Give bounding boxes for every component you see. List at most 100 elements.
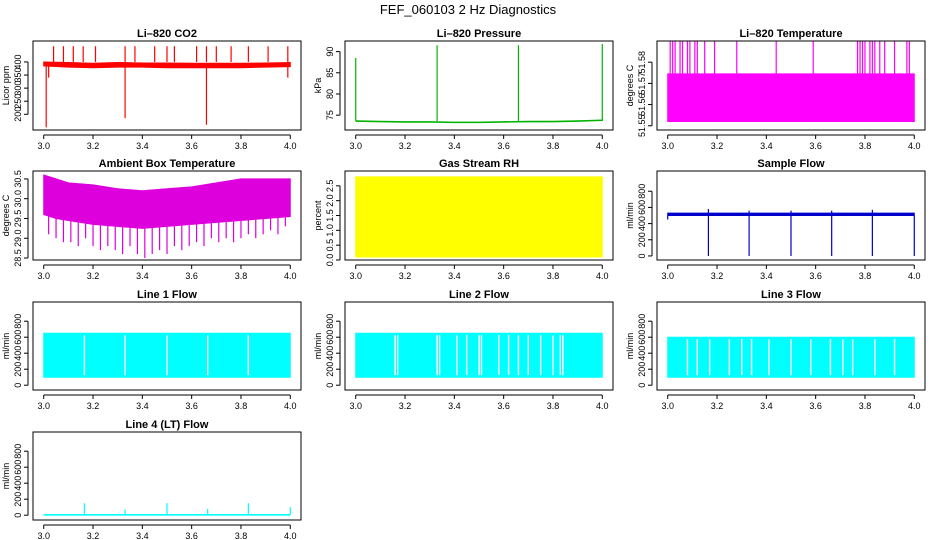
x-tick-label: 3.0 <box>37 531 50 540</box>
y-axis-label: ml/min <box>1 333 11 360</box>
y-tick-label: 51.56 <box>637 93 647 116</box>
panel-data-temperature <box>667 41 915 123</box>
plot-frame <box>32 170 302 261</box>
x-tick-label: 3.6 <box>185 531 198 540</box>
x-tick-label: 3.6 <box>809 271 822 281</box>
y-tick-label: 0 <box>325 383 335 388</box>
y-tick-label: 200 <box>325 362 335 377</box>
x-tick-label: 3.0 <box>661 141 674 151</box>
panel-data-line3 <box>667 336 915 378</box>
x-tick-label: 3.6 <box>497 401 510 411</box>
y-axis-label: degrees C <box>1 194 11 236</box>
series-line-baseline <box>355 119 603 124</box>
y-tick-label: 200 <box>637 232 647 247</box>
y-tick-label: 1.0 <box>325 224 335 237</box>
y-axis-label: ml/min <box>625 333 635 360</box>
x-tick-label: 3.8 <box>547 271 560 281</box>
x-tick-label: 3.2 <box>711 141 724 151</box>
plot-frame <box>344 170 614 261</box>
panel-ambient: 3.0 3.2 3.4 3.6 3.8 4.0 28.5 29.029.5 30.0 30.5de… <box>1 158 302 281</box>
y-tick-label: 400 <box>13 476 23 491</box>
y-tick-label: 75 <box>325 110 335 120</box>
y-tick-label: 200 <box>13 107 23 122</box>
panel-title: Sample Flow <box>757 158 825 170</box>
x-tick-label: 3.8 <box>235 141 248 151</box>
y-axis-label: ml/min <box>313 333 323 360</box>
x-tick-label: 3.0 <box>661 271 674 281</box>
plot-frame <box>656 301 926 391</box>
y-tick-label: 600 <box>637 330 647 345</box>
x-tick-label: 3.2 <box>87 141 100 151</box>
y-axis-label: Licor ppm <box>1 66 11 106</box>
x-tick-label: 4.0 <box>284 141 297 151</box>
y-tick-label: 51.57 <box>637 72 647 95</box>
y-tick-label: 2.5 <box>325 180 335 193</box>
series-band-range <box>355 176 603 258</box>
x-tick-label: 3.8 <box>547 401 560 411</box>
y-tick-label: 300 <box>13 81 23 96</box>
x-tick-label: 3.8 <box>859 141 872 151</box>
x-tick-label: 4.0 <box>908 271 921 281</box>
plot-frame <box>344 301 614 391</box>
y-tick-label: 800 <box>637 314 647 329</box>
y-axis-label: kPa <box>313 78 323 94</box>
x-tick-label: 3.4 <box>760 271 773 281</box>
x-tick-label: 3.2 <box>399 271 412 281</box>
panel-title: Li–820 CO2 <box>137 28 197 40</box>
x-tick-label: 3.0 <box>661 401 674 411</box>
y-tick-label: 600 <box>637 200 647 215</box>
panel-title: Line 1 Flow <box>137 289 197 301</box>
x-tick-label: 3.4 <box>448 141 461 151</box>
y-tick-label: 0 <box>13 513 23 518</box>
y-tick-label: 51.55 <box>637 114 647 137</box>
y-tick-label: 90 <box>325 47 335 57</box>
x-tick-label: 3.2 <box>399 401 412 411</box>
x-tick-label: 4.0 <box>596 141 609 151</box>
x-tick-label: 3.8 <box>235 271 248 281</box>
series-band-baseline <box>667 212 915 216</box>
x-tick-label: 3.4 <box>136 401 149 411</box>
x-tick-label: 3.0 <box>349 141 362 151</box>
y-axis-label: percent <box>313 200 323 231</box>
y-tick-label: 0 <box>13 383 23 388</box>
x-tick-label: 3.6 <box>497 271 510 281</box>
plot-frame <box>656 170 926 261</box>
y-tick-label: 0.5 <box>325 239 335 252</box>
plot-frame <box>32 301 302 391</box>
panel-title: Ambient Box Temperature <box>99 158 236 170</box>
x-tick-label: 3.4 <box>136 531 149 540</box>
x-tick-label: 3.0 <box>37 401 50 411</box>
x-tick-label: 3.8 <box>235 401 248 411</box>
y-tick-label: 800 <box>13 314 23 329</box>
y-tick-label: 85 <box>325 68 335 78</box>
panel-title: Gas Stream RH <box>439 158 519 170</box>
panel-title: Line 2 Flow <box>449 289 509 301</box>
x-tick-label: 3.4 <box>760 141 773 151</box>
x-tick-label: 3.8 <box>859 271 872 281</box>
y-tick-label: 600 <box>325 330 335 345</box>
y-tick-label: 800 <box>637 184 647 199</box>
panel-data-pressure <box>355 43 603 124</box>
panel-pressure: 3.0 3.2 3.4 3.6 3.8 4.0 75 80 85 90 kPa Li–820 Pres… <box>313 28 614 151</box>
x-tick-label: 4.0 <box>596 271 609 281</box>
y-tick-label: 30.0 <box>13 190 23 208</box>
series-band-baseline <box>43 61 291 69</box>
x-tick-label: 3.2 <box>399 141 412 151</box>
y-tick-label: 800 <box>13 444 23 459</box>
y-tick-label: 0.0 <box>325 254 335 267</box>
x-tick-label: 3.0 <box>37 141 50 151</box>
y-tick-label: 400 <box>637 346 647 361</box>
series-band-baseline <box>667 73 915 123</box>
y-tick-label: 400 <box>325 346 335 361</box>
x-tick-label: 3.6 <box>809 141 822 151</box>
y-axis-label: ml/min <box>1 463 11 490</box>
panel-data-line2 <box>355 332 603 378</box>
x-tick-label: 3.2 <box>87 401 100 411</box>
x-tick-label: 3.4 <box>448 401 461 411</box>
y-axis-label: ml/min <box>625 202 635 229</box>
y-tick-label: 800 <box>325 314 335 329</box>
